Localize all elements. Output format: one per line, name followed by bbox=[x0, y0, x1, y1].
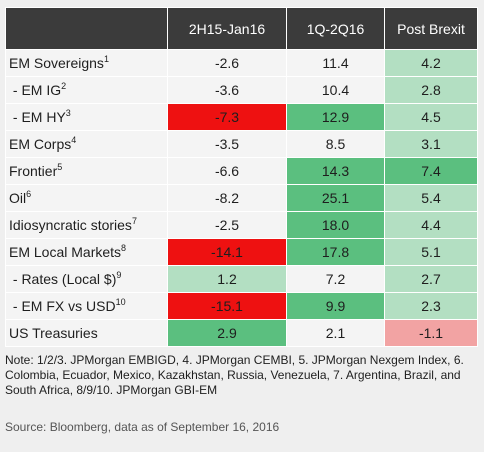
row-label-text: - EM HY bbox=[9, 109, 66, 125]
value-cell: -7.3 bbox=[167, 103, 287, 131]
row-label-text: Frontier bbox=[9, 163, 58, 179]
table-row: - EM HY3 -7.3 12.9 4.5 bbox=[5, 103, 478, 131]
value-cell: 9.9 bbox=[286, 292, 385, 320]
header-corner-cell bbox=[5, 7, 168, 50]
footnote-marker: 7 bbox=[131, 216, 137, 226]
table-row: EM Sovereigns1 -2.6 11.4 4.2 bbox=[5, 49, 478, 77]
performance-table: 2H15-Jan16 1Q-2Q16 Post Brexit EM Sovere… bbox=[5, 7, 478, 347]
value-cell: 17.8 bbox=[286, 238, 385, 266]
footnote-marker: 10 bbox=[115, 297, 126, 307]
value-cell: 4.4 bbox=[384, 211, 478, 239]
value-cell: 14.3 bbox=[286, 157, 385, 185]
source-text: Source: Bloomberg, data as of September … bbox=[5, 420, 280, 434]
value-cell: 2.3 bbox=[384, 292, 478, 320]
header-period-1: 2H15-Jan16 bbox=[167, 7, 287, 50]
table-row: Idiosyncratic stories7 -2.5 18.0 4.4 bbox=[5, 211, 478, 239]
table-row: - EM FX vs USD10 -15.1 9.9 2.3 bbox=[5, 292, 478, 320]
row-label-text: - EM FX vs USD bbox=[9, 298, 116, 314]
value-cell: 10.4 bbox=[286, 76, 385, 104]
value-cell: 7.4 bbox=[384, 157, 478, 185]
value-cell: -15.1 bbox=[167, 292, 287, 320]
footnote-marker: 4 bbox=[71, 135, 77, 145]
row-label: EM Local Markets8 bbox=[5, 238, 168, 266]
row-label: - EM FX vs USD10 bbox=[5, 292, 168, 320]
table-row: EM Corps4 -3.5 8.5 3.1 bbox=[5, 130, 478, 158]
value-cell: 7.2 bbox=[286, 265, 385, 293]
row-label: - EM IG2 bbox=[5, 76, 168, 104]
value-cell: 4.5 bbox=[384, 103, 478, 131]
row-label: EM Corps4 bbox=[5, 130, 168, 158]
value-cell: -14.1 bbox=[167, 238, 287, 266]
row-label-text: Idiosyncratic stories bbox=[9, 217, 132, 233]
row-label-text: - EM IG bbox=[9, 82, 62, 98]
value-cell: 2.9 bbox=[167, 319, 287, 347]
value-cell: 3.1 bbox=[384, 130, 478, 158]
header-period-2: 1Q-2Q16 bbox=[286, 7, 385, 50]
row-label-text: - Rates (Local $) bbox=[9, 271, 117, 287]
value-cell: 2.1 bbox=[286, 319, 385, 347]
value-cell: 2.7 bbox=[384, 265, 478, 293]
row-label-text: EM Local Markets bbox=[9, 244, 122, 260]
table-row: US Treasuries 2.9 2.1 -1.1 bbox=[5, 319, 478, 347]
table-header-row: 2H15-Jan16 1Q-2Q16 Post Brexit bbox=[5, 7, 478, 50]
footnote-marker: 6 bbox=[26, 189, 32, 199]
table-row: Frontier5 -6.6 14.3 7.4 bbox=[5, 157, 478, 185]
value-cell: 25.1 bbox=[286, 184, 385, 212]
value-cell: 12.9 bbox=[286, 103, 385, 131]
value-cell: 2.8 bbox=[384, 76, 478, 104]
footnote-marker: 2 bbox=[61, 81, 67, 91]
footnote-marker: 9 bbox=[116, 270, 122, 280]
row-label-text: US Treasuries bbox=[9, 325, 98, 341]
value-cell: -3.5 bbox=[167, 130, 287, 158]
value-cell: -3.6 bbox=[167, 76, 287, 104]
row-label: US Treasuries bbox=[5, 319, 168, 347]
row-label-text: Oil bbox=[9, 190, 27, 206]
value-cell: 18.0 bbox=[286, 211, 385, 239]
footnote-text: Note: 1/2/3. JPMorgan EMBIGD, 4. JPMorga… bbox=[5, 353, 464, 397]
row-label: Idiosyncratic stories7 bbox=[5, 211, 168, 239]
value-cell: -6.6 bbox=[167, 157, 287, 185]
table-row: EM Local Markets8 -14.1 17.8 5.1 bbox=[5, 238, 478, 266]
row-label-text: EM Sovereigns bbox=[9, 55, 104, 71]
row-label: EM Sovereigns1 bbox=[5, 49, 168, 77]
row-label: Oil6 bbox=[5, 184, 168, 212]
footnote-marker: 1 bbox=[103, 54, 109, 64]
value-cell: 1.2 bbox=[167, 265, 287, 293]
footnote-marker: 5 bbox=[57, 162, 63, 172]
footnote-marker: 8 bbox=[121, 243, 127, 253]
value-cell: 5.1 bbox=[384, 238, 478, 266]
row-label: - EM HY3 bbox=[5, 103, 168, 131]
value-cell: -1.1 bbox=[384, 319, 478, 347]
value-cell: -8.2 bbox=[167, 184, 287, 212]
value-cell: -2.5 bbox=[167, 211, 287, 239]
table-row: - Rates (Local $)9 1.2 7.2 2.7 bbox=[5, 265, 478, 293]
value-cell: 5.4 bbox=[384, 184, 478, 212]
value-cell: -2.6 bbox=[167, 49, 287, 77]
table-row: - EM IG2 -3.6 10.4 2.8 bbox=[5, 76, 478, 104]
row-label: - Rates (Local $)9 bbox=[5, 265, 168, 293]
value-cell: 11.4 bbox=[286, 49, 385, 77]
table-row: Oil6 -8.2 25.1 5.4 bbox=[5, 184, 478, 212]
value-cell: 4.2 bbox=[384, 49, 478, 77]
value-cell: 8.5 bbox=[286, 130, 385, 158]
row-label-text: EM Corps bbox=[9, 136, 72, 152]
footnote-marker: 3 bbox=[65, 108, 71, 118]
header-period-3: Post Brexit bbox=[384, 7, 478, 50]
row-label: Frontier5 bbox=[5, 157, 168, 185]
